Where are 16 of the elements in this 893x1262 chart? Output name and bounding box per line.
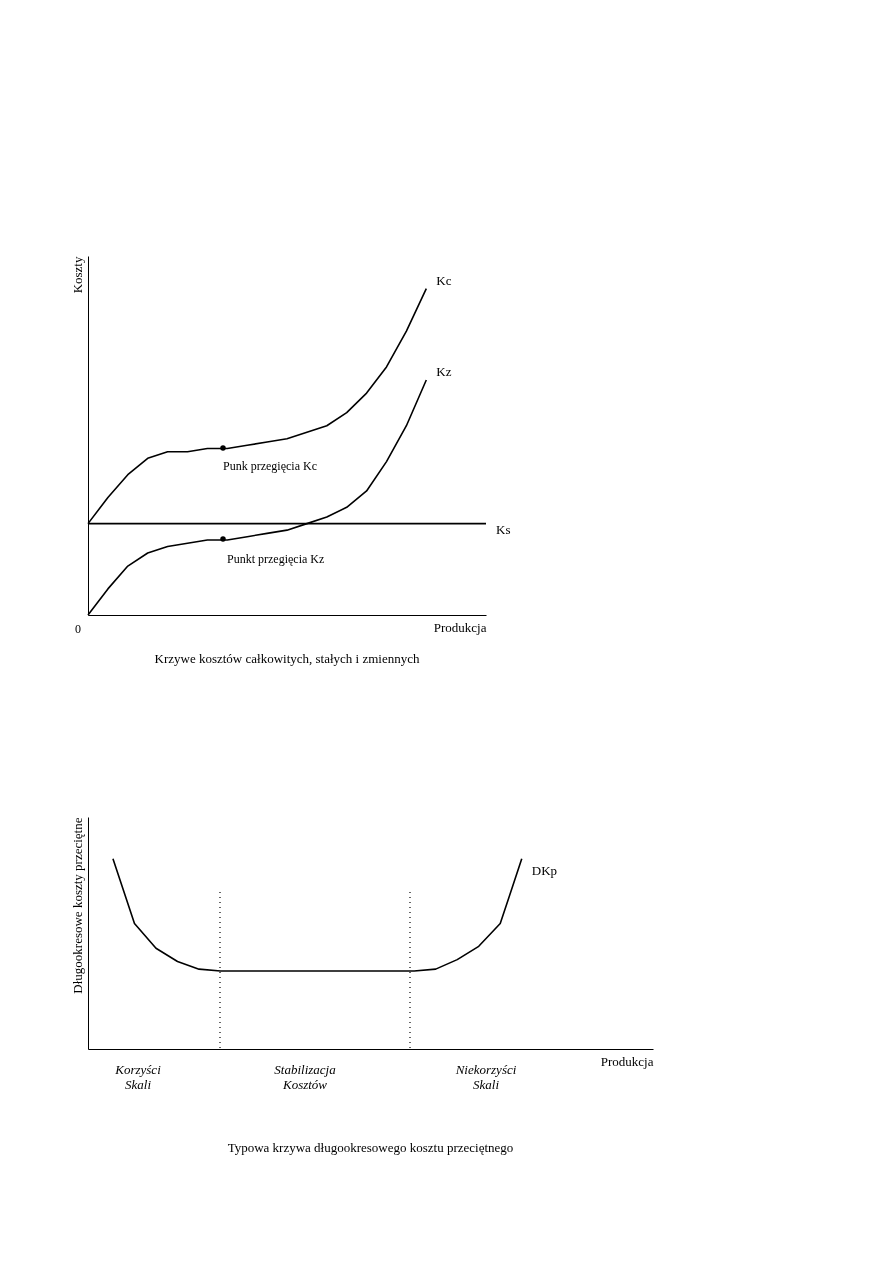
series-label: Kz [436, 364, 452, 380]
x-axis-title: Produkcja [433, 619, 487, 635]
text: 0 [75, 622, 81, 636]
text: Typowa krzywa długookresowego kosztu przeciętnego [227, 1140, 514, 1155]
text: Stabilizacja Kosztów [274, 1062, 337, 1092]
text: Krzywe kosztów całkowitych, stałych i zmiennych [154, 651, 420, 666]
y-axis-title: Koszty [69, 256, 85, 294]
annotation: Punk przegięcia Kc [223, 459, 317, 473]
series-label: Kc [436, 272, 452, 288]
annotation: Punkt przegięcia Kz [227, 552, 325, 566]
x-axis-title: Produkcja [600, 1053, 654, 1069]
series-label: Ks [496, 521, 511, 537]
text: Niekorzyści Skali [454, 1062, 517, 1092]
text: Korzyści Skali [114, 1062, 162, 1092]
y-axis-title: Długookresowe koszty przeciętne [69, 817, 85, 994]
series-label: DKp [531, 862, 558, 878]
